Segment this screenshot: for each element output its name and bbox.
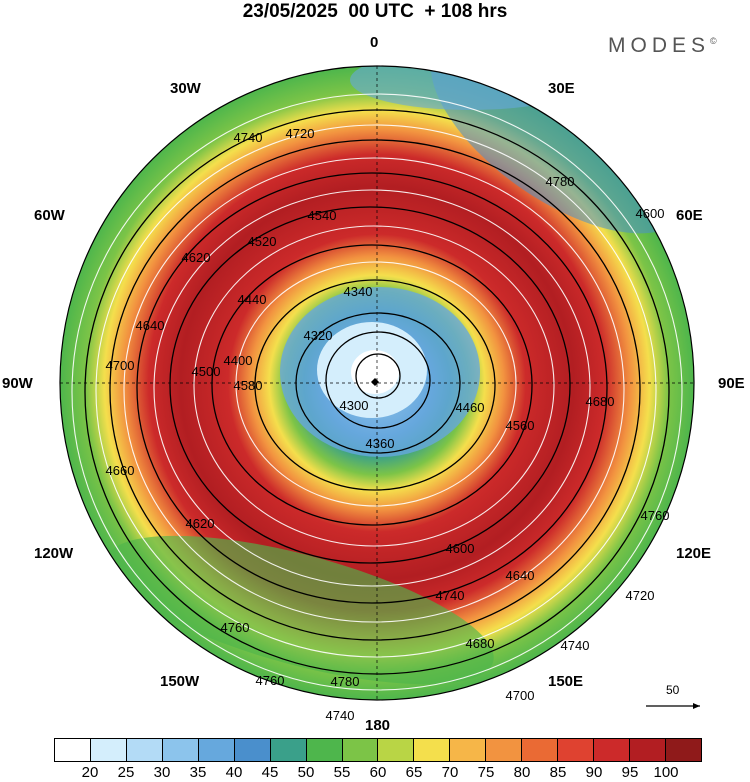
contour-label: 4540 [308,208,337,223]
contour-label: 4640 [506,568,535,583]
lon-label-120e: 120E [676,545,712,562]
contour-label: 4620 [186,516,215,531]
contour-labels: 4740 4720 4780 4600 4540 4520 4440 4620 4640 4700… [106,126,670,723]
colorbar-cell [90,739,127,761]
colorbar-cell [630,739,666,761]
colorbar-tick-label: 55 [333,764,351,781]
contour-label: 4740 [234,130,263,145]
colorbar-tick-label: 100 [653,764,679,781]
contour-label: 4660 [106,463,135,478]
contour-label: 4780 [546,174,575,189]
colorbar-cell [414,739,451,761]
colorbar-cell [126,739,163,761]
colorbar-cell [198,739,235,761]
colorbar-tick-label: 80 [513,764,531,781]
contour-label: 4300 [340,398,369,413]
colorbar-tick-label: 75 [477,764,495,781]
lon-label-60e: 60E [676,207,703,224]
modes-logo: MODES© [608,34,717,57]
contour-label: 4740 [561,638,590,653]
lon-label-150e: 150E [548,673,584,690]
contour-label: 4340 [344,284,373,299]
colorbar-tick-label: 45 [261,764,279,781]
map-title: 23/05/2025 00 UTC + 108 hrs [242,1,508,22]
contour-label: 4700 [106,358,135,373]
contour-label: 4580 [234,378,263,393]
colorbar-cell [342,739,379,761]
colorbar-cell [665,739,701,761]
colorbar-cell [558,739,595,761]
contour-label: 4560 [506,418,535,433]
contour-label: 4680 [586,394,615,409]
colorbar-tick-label: 25 [117,764,135,781]
colorbar-tick-label: 35 [189,764,207,781]
contour-label: 4600 [636,206,665,221]
contour-label: 4760 [256,673,285,688]
colorbar-tick-label: 30 [153,764,171,781]
contour-label: 4740 [326,708,355,723]
contour-label: 4700 [506,688,535,703]
colorbar-cell [234,739,271,761]
lon-label-180: 180 [365,717,391,734]
colorbar [54,738,702,762]
colorbar-cell [378,739,415,761]
low-center-marker [371,378,379,386]
colorbar-cell [162,739,199,761]
wind-speed-field [60,66,694,700]
colorbar-tick-label: 40 [225,764,243,781]
contour-label: 4500 [192,364,221,379]
lon-label-30w: 30W [170,80,201,97]
lon-label-30e: 30E [548,80,575,97]
colorbar-cell [522,739,559,761]
contour-label: 4600 [446,541,475,556]
colorbar-tick-label: 85 [549,764,567,781]
contour-label: 4780 [331,674,360,689]
map-border [59,65,695,701]
colorbar-tick-label: 20 [81,764,99,781]
lon-label-90e: 90E [718,375,745,392]
contour-label: 4400 [224,353,253,368]
contour-label: 4520 [248,234,277,249]
lon-label-0: 0 [370,34,379,51]
colorbar-cell [306,739,343,761]
lon-label-60w: 60W [34,207,65,224]
colorbar-tick-label: 65 [405,764,423,781]
contour-label: 4720 [626,588,655,603]
colorbar-tick-label: 70 [441,764,459,781]
colorbar-cell [594,739,630,761]
contour-label: 4440 [238,292,267,307]
contour-label: 4680 [466,636,495,651]
lon-label-120w: 120W [34,545,74,562]
contour-label: 4760 [221,620,250,635]
colorbar-cell [450,739,487,761]
reference-vector [646,703,700,709]
lon-label-90w: 90W [2,375,33,392]
contour-label: 4360 [366,436,395,451]
colorbar-cell [270,739,307,761]
contour-label: 4720 [286,126,315,141]
colorbar-tick-label: 50 [297,764,315,781]
streamlines [71,93,683,691]
colorbar-cell [55,739,91,761]
colorbar-tick-label: 95 [621,764,639,781]
colorbar-tick-label: 90 [585,764,603,781]
colorbar-tick-label: 60 [369,764,387,781]
contour-label: 4760 [641,508,670,523]
contour-label: 4740 [436,588,465,603]
contour-label: 4320 [304,328,333,343]
colorbar-cell [486,739,523,761]
graticule [60,66,694,700]
contour-label: 4640 [136,318,165,333]
lon-label-150w: 150W [160,673,200,690]
contour-label: 4620 [182,250,211,265]
contour-label: 4460 [456,400,485,415]
reference-vector-label: 50 [666,683,680,697]
